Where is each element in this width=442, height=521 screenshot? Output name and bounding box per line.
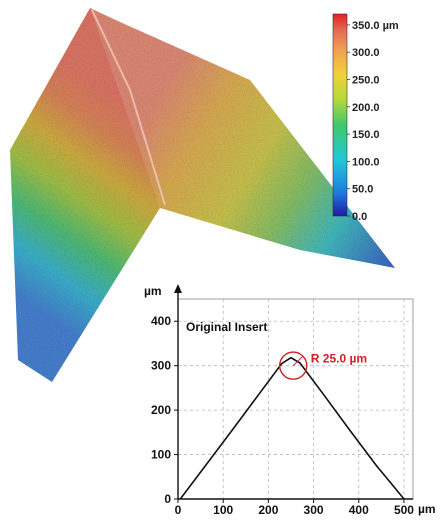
colorbar-tick-label: 200.0: [352, 102, 380, 114]
chart-axes: [174, 284, 413, 500]
x-tick-label: 400: [349, 503, 369, 517]
y-tick-label: 300: [151, 359, 171, 373]
colorbar-tick-label: 50.0: [352, 184, 373, 196]
colorbar: 350.0 µm 300.0 250.0 200.0 150.0 100.0 50.0 0.0: [332, 13, 399, 223]
colorbar-tick-label: 250.0: [352, 75, 380, 87]
x-tick-label: 100: [213, 503, 233, 517]
surface-ridge-line: [91, 9, 166, 206]
radius-line: [292, 355, 304, 367]
x-tick-label: 0: [175, 503, 182, 517]
surface-grain: [10, 8, 395, 382]
chart-plot-area: [177, 298, 414, 500]
colorbar-tick-label: 150.0: [352, 129, 380, 141]
colorbar-ticks: 350.0 µm 300.0 250.0 200.0 150.0 100.0 50.0 0.0: [347, 20, 399, 223]
profile-line: [179, 356, 405, 500]
colorbar-tick-label: 0.0: [352, 211, 367, 223]
y-tick-label: 0: [164, 492, 171, 506]
y-unit-label: µm: [144, 284, 162, 298]
surface-3d-map: [10, 8, 395, 382]
colorbar-tick-label: 300.0: [352, 47, 380, 59]
radius-circle: [278, 351, 308, 380]
x-unit-label: µm: [418, 502, 436, 516]
y-tick-label: 400: [151, 314, 171, 328]
y-axis-arrow-icon: [174, 284, 182, 293]
y-tick-label: 100: [151, 448, 171, 462]
chart-annotation: R 25.0 µm: [278, 351, 367, 380]
radius-label: R 25.0 µm: [311, 351, 367, 365]
chart-ticks: 0 100 200 300 400 500 0 100 200 300 400: [151, 314, 414, 517]
chart-title: Original Insert: [186, 320, 267, 334]
colorbar-tick-label: 100.0: [352, 156, 380, 168]
chart-series: [179, 356, 405, 500]
x-tick-label: 500: [394, 503, 414, 517]
y-tick-label: 200: [151, 403, 171, 417]
colorbar-gradient: [332, 13, 348, 217]
x-tick-label: 300: [304, 503, 324, 517]
colorbar-tick-label: 350.0 µm: [352, 20, 399, 32]
x-tick-label: 200: [258, 503, 278, 517]
